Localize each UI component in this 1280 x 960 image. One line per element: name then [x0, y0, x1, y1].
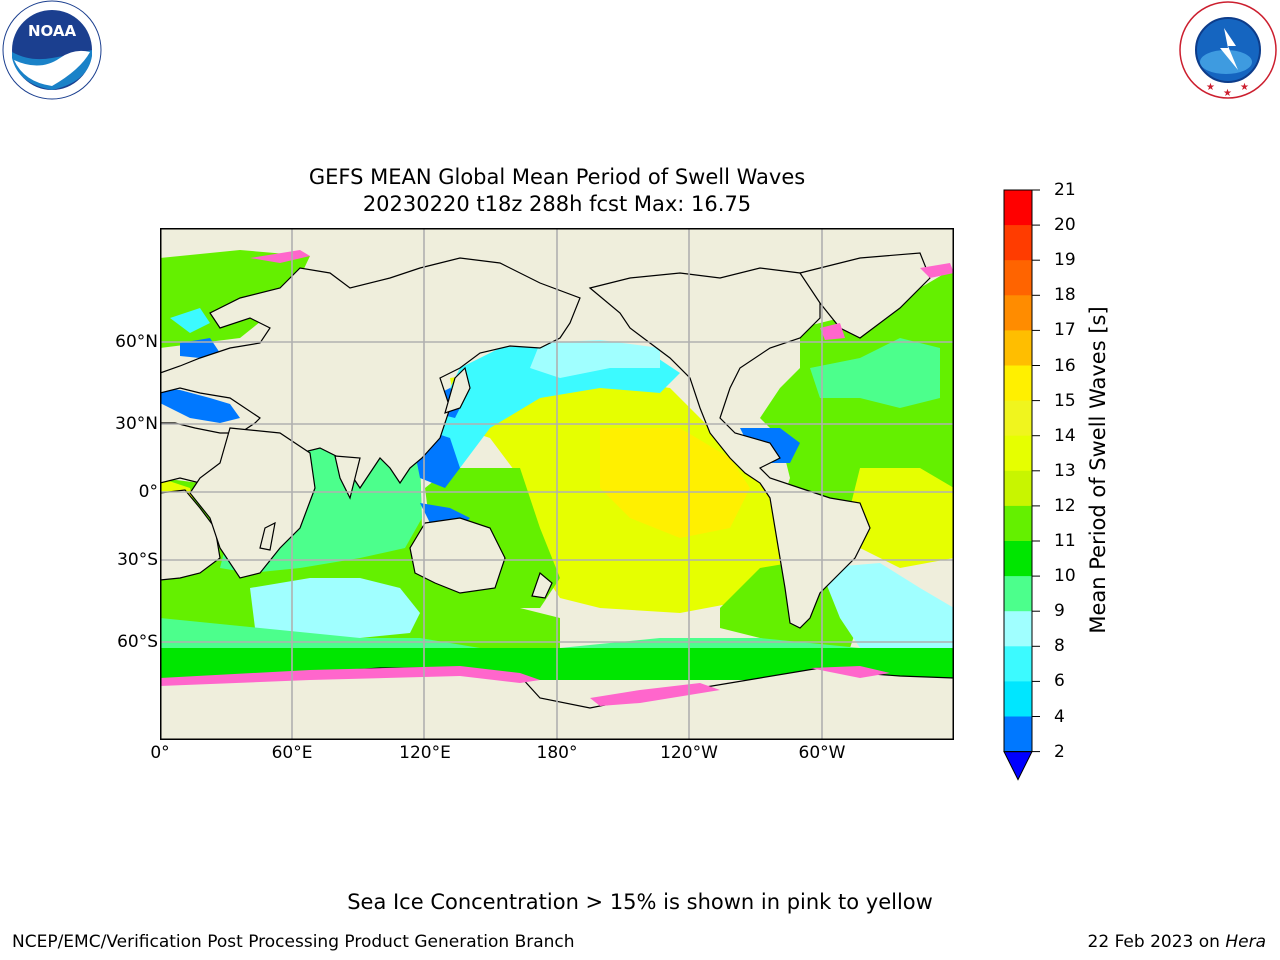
colorbar-bin-2-4	[1004, 716, 1032, 753]
lon-label-60e: 60°E	[271, 743, 313, 763]
footer-credit: NCEP/EMC/Verification Post Processing Pr…	[12, 932, 575, 952]
colorbar-tick-13: 13	[1054, 460, 1076, 481]
colorbar-tick-17: 17	[1054, 320, 1076, 341]
colorbar-tick-2: 2	[1054, 741, 1065, 762]
colorbar-tick-8: 8	[1054, 636, 1065, 657]
colorbar-bin-9-10	[1004, 576, 1032, 612]
lat-label-30s: 30°S	[117, 550, 158, 570]
colorbar-under-extension	[1003, 751, 1033, 781]
lat-label-0: 0°	[138, 482, 158, 502]
chart-subtitle: 20230220 t18z 288h fcst Max: 16.75	[362, 192, 752, 216]
noaa-logo: NOAA	[2, 0, 102, 100]
sea-ice	[160, 250, 954, 706]
colorbar-bin-12-13	[1004, 470, 1032, 507]
footer-date-text: 22 Feb 2023 on	[1087, 932, 1226, 952]
colorbar-tick-9: 9	[1054, 601, 1065, 622]
lat-label-30n: 30°N	[115, 414, 158, 434]
lon-label-120e: 120°E	[399, 743, 451, 763]
colorbar	[1003, 189, 1040, 781]
colorbar-tick-16: 16	[1054, 355, 1076, 376]
colorbar-tick-14: 14	[1054, 425, 1076, 446]
colorbar-bin-4-6	[1004, 681, 1032, 717]
svg-text:★: ★	[1240, 82, 1249, 93]
colorbar-tick-4: 4	[1054, 706, 1065, 727]
colorbar-label: Mean Period of Swell Waves [s]	[1086, 306, 1110, 634]
colorbar-tick-12: 12	[1054, 495, 1076, 516]
lon-label-120w: 120°W	[660, 743, 718, 763]
colorbar-bin-8-9	[1004, 611, 1032, 647]
colorbar-tick-15: 15	[1054, 390, 1076, 411]
colorbar-bin-17-18	[1004, 295, 1032, 331]
colorbar-bin-15-16	[1004, 365, 1032, 402]
colorbar-bin-13-14	[1004, 435, 1032, 472]
colorbar-bin-20-21	[1004, 190, 1032, 226]
svg-text:★: ★	[1206, 82, 1215, 93]
footer-date: 22 Feb 2023 on Hera	[1088, 932, 1266, 952]
colorbar-bin-18-19	[1004, 260, 1032, 296]
colorbar-bin-19-20	[1004, 225, 1032, 261]
sea-ice-note: Sea Ice Concentration > 15% is shown in …	[347, 890, 933, 914]
colorbar-bin-10-11	[1004, 541, 1032, 577]
lon-label-60w: 60°W	[798, 743, 846, 763]
chart-title: GEFS MEAN Global Mean Period of Swell Wa…	[308, 165, 806, 189]
lat-label-60n: 60°N	[115, 332, 158, 352]
colorbar-tick-10: 10	[1054, 566, 1076, 587]
lon-label-180: 180°	[536, 743, 578, 763]
colorbar-tick-18: 18	[1054, 285, 1076, 306]
colorbar-bin-16-17	[1004, 330, 1032, 366]
lon-label-0: 0°	[150, 743, 170, 763]
colorbar-bin-11-12	[1004, 505, 1032, 542]
colorbar-tick-20: 20	[1054, 215, 1076, 236]
colorbar-bin-6-8	[1004, 646, 1032, 682]
colorbar-bin-14-15	[1004, 400, 1032, 437]
colorbar-tick-21: 21	[1054, 180, 1076, 200]
graticule	[160, 228, 954, 740]
colorbar-tick-19: 19	[1054, 250, 1076, 271]
nws-logo: ★ ★ ★	[1179, 1, 1277, 99]
colorbar-tick-11: 11	[1054, 531, 1076, 551]
svg-text:★: ★	[1223, 88, 1232, 99]
swell-period-map	[160, 228, 954, 740]
colorbar-tick-6: 6	[1054, 671, 1065, 692]
lat-label-60s: 60°S	[117, 632, 158, 652]
noaa-logo-text: NOAA	[28, 22, 77, 40]
footer-host: Hera	[1225, 932, 1266, 952]
